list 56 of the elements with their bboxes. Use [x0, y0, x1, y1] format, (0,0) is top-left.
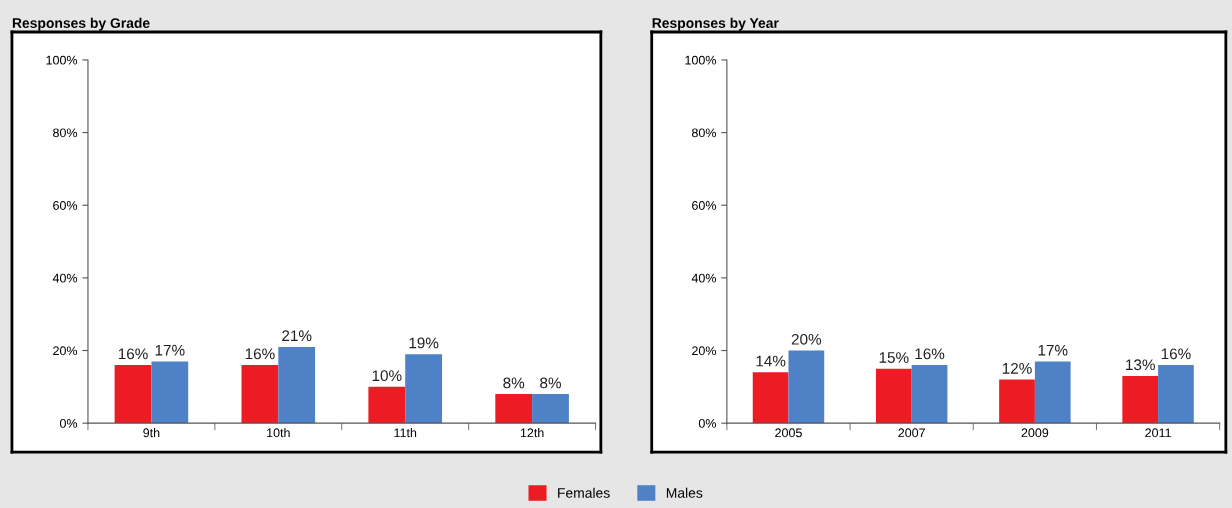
- x-tick-label: 11th: [394, 428, 417, 438]
- bar: [1034, 361, 1071, 424]
- y-tick-label: 40%: [52, 273, 78, 283]
- legend-label: Males: [666, 487, 703, 498]
- legend-label: Females: [558, 487, 610, 498]
- y-tick-label: 80%: [691, 128, 717, 138]
- chart-title: Responses by Grade: [12, 17, 150, 31]
- bar: [368, 386, 406, 424]
- data-label: 15%: [879, 352, 909, 363]
- bar: [911, 365, 948, 424]
- y-tick-label: 0%: [698, 418, 717, 428]
- bar: [495, 394, 533, 424]
- x-tick-label: 12th: [520, 428, 544, 438]
- y-tick-label: 20%: [53, 346, 78, 356]
- bar: [114, 365, 152, 424]
- data-label: 8%: [540, 377, 561, 389]
- y-tick-label: 40%: [691, 273, 717, 283]
- y-tick-label: 0%: [59, 418, 78, 428]
- bar: [788, 350, 825, 424]
- x-tick-label: 2005: [775, 428, 802, 438]
- bar: [405, 354, 442, 424]
- data-label: 16%: [1161, 348, 1191, 360]
- data-label: 19%: [409, 337, 439, 349]
- data-label: 16%: [915, 348, 945, 360]
- y-tick-label: 100%: [685, 55, 717, 65]
- bar: [278, 346, 316, 424]
- data-label: 16%: [245, 348, 275, 360]
- data-label: 13%: [1126, 359, 1155, 371]
- bar: [999, 379, 1035, 424]
- x-tick-label: 2011: [1145, 428, 1171, 438]
- chart-title: Responses by Year: [652, 17, 779, 31]
- data-label: 10%: [372, 370, 402, 382]
- data-label: 16%: [118, 348, 148, 360]
- y-tick-label: 60%: [53, 201, 78, 210]
- bar: [875, 368, 912, 424]
- x-tick-label: 10th: [267, 428, 290, 438]
- y-tick-label: 20%: [692, 346, 717, 356]
- x-tick-label: 2009: [1021, 428, 1049, 438]
- data-label: 20%: [791, 333, 822, 345]
- data-label: 12%: [1002, 362, 1032, 374]
- data-label: 8%: [503, 377, 525, 389]
- y-tick-label: 80%: [53, 128, 78, 138]
- bar: [1158, 365, 1194, 424]
- x-tick-label: 9th: [143, 428, 160, 438]
- bar: [532, 394, 569, 424]
- x-tick-label: 2007: [898, 428, 925, 438]
- y-tick-label: 100%: [46, 55, 78, 65]
- data-label: 14%: [756, 355, 786, 367]
- data-label: 17%: [1038, 344, 1068, 356]
- bar: [752, 372, 789, 424]
- bar: [1122, 375, 1159, 424]
- y-tick-label: 60%: [692, 201, 717, 210]
- bar: [151, 361, 189, 424]
- data-label: 21%: [282, 330, 312, 342]
- bar: [241, 365, 279, 424]
- data-label: 17%: [155, 344, 185, 356]
